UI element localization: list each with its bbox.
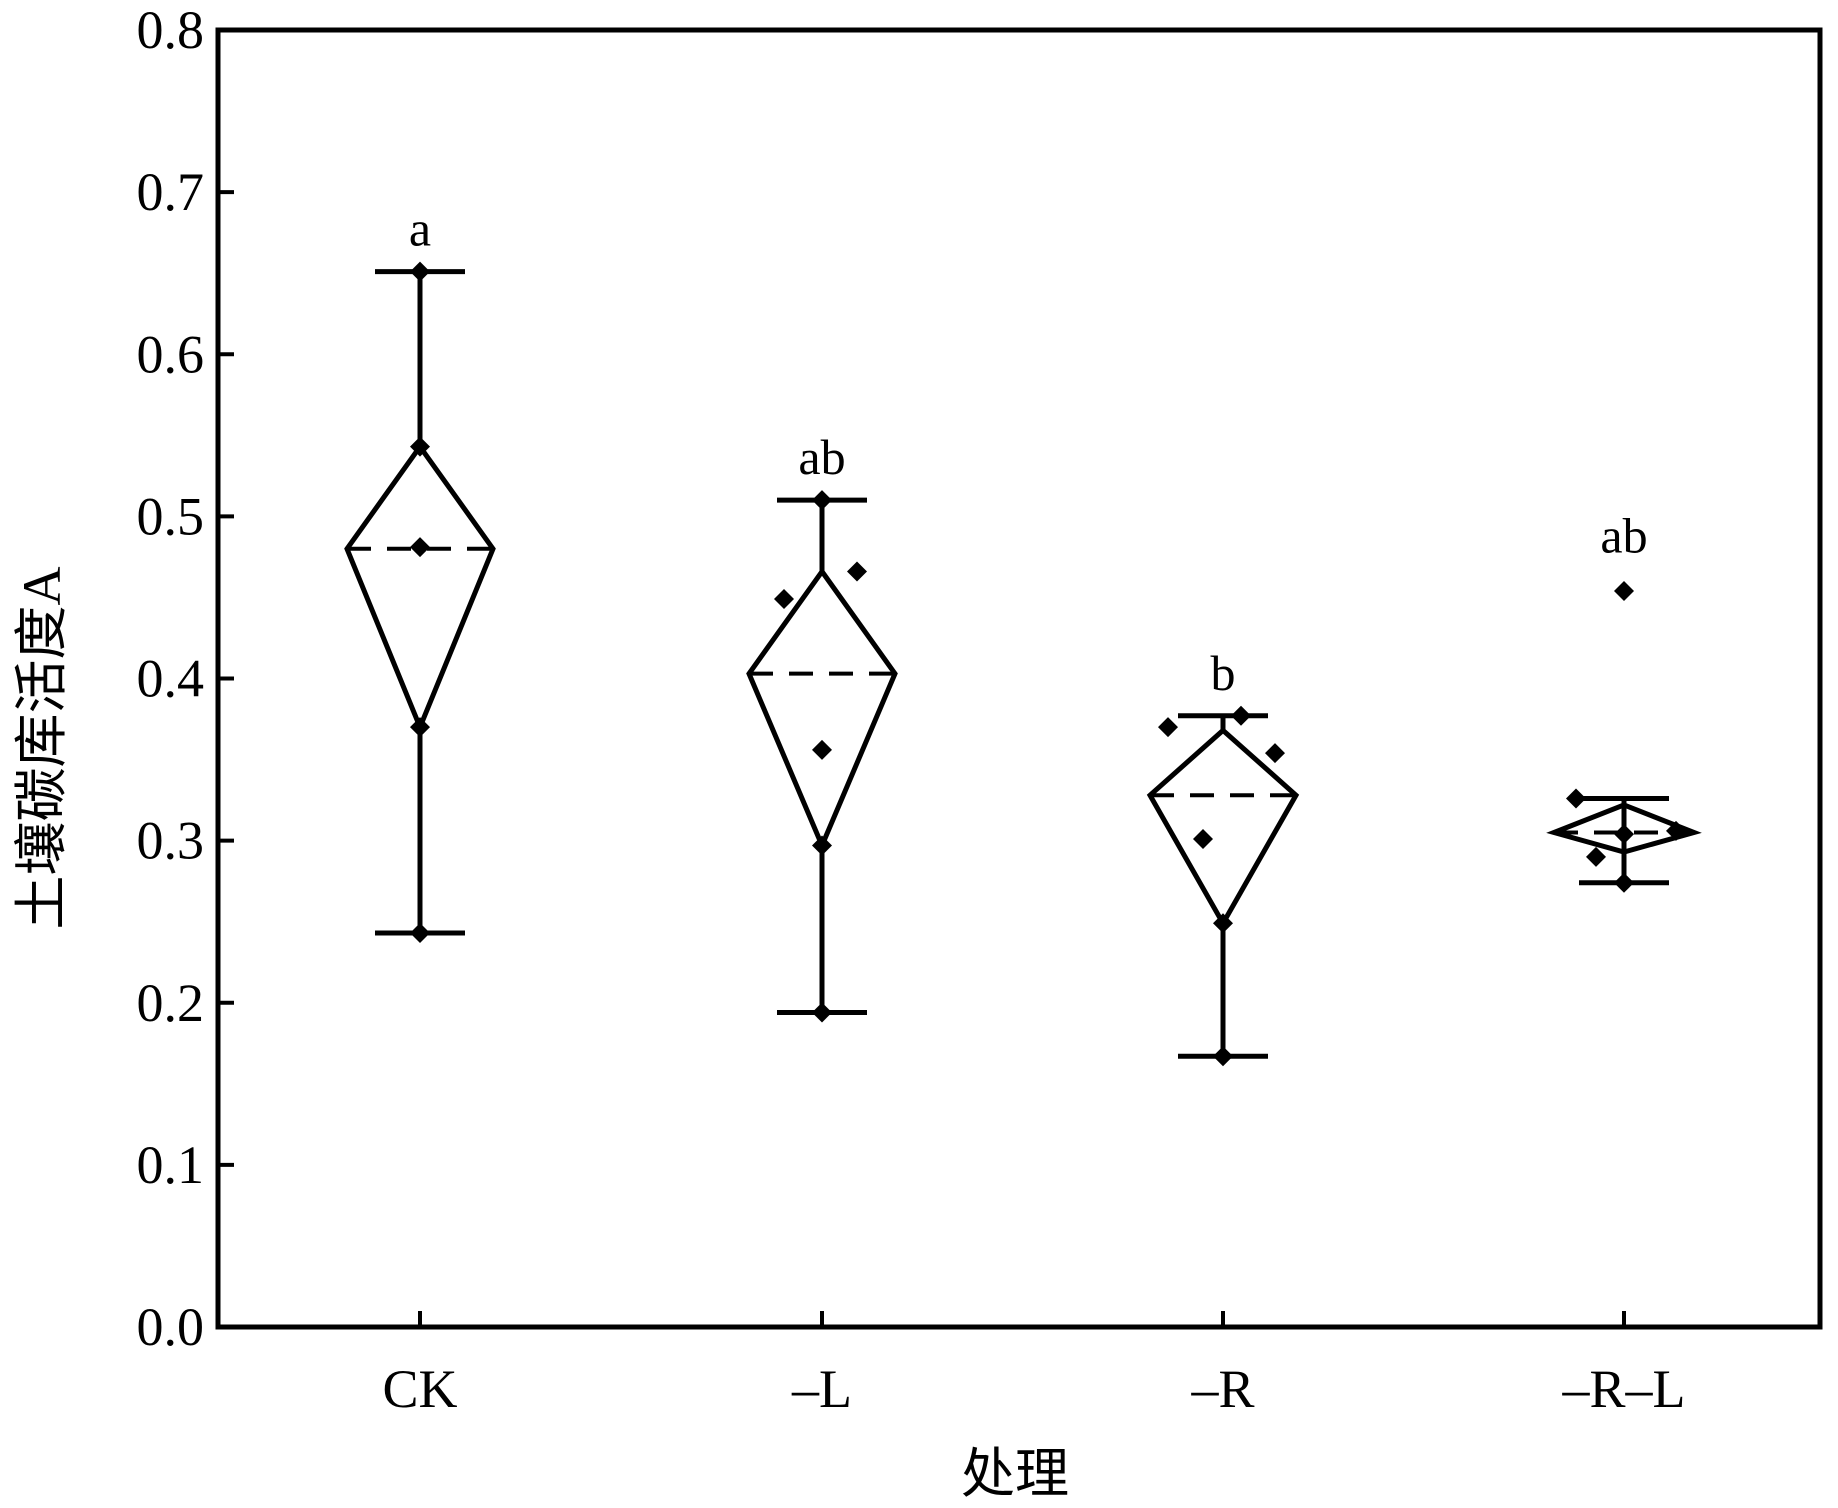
data-point xyxy=(1614,580,1634,601)
significance-label: ab xyxy=(1600,507,1647,563)
significance-label: a xyxy=(409,201,431,257)
x-tick-label: CK xyxy=(382,1359,457,1419)
plot-frame xyxy=(215,27,1823,1330)
y-tick-label: 0.3 xyxy=(137,811,205,871)
data-point xyxy=(812,739,832,760)
data-point xyxy=(1265,743,1285,764)
data-point xyxy=(410,436,430,457)
significance-label: b xyxy=(1211,645,1236,701)
mean-diamond xyxy=(746,567,898,852)
data-point xyxy=(774,589,794,610)
x-axis-title: 处理 xyxy=(961,1444,1069,1504)
data-point xyxy=(812,1002,832,1023)
x-tick-label: –R xyxy=(1190,1359,1254,1419)
y-tick-label: 0.1 xyxy=(137,1135,205,1195)
mean-diamond xyxy=(1546,802,1702,855)
data-point xyxy=(410,261,430,282)
data-point xyxy=(1158,717,1178,738)
data-point xyxy=(1614,824,1634,845)
data-point xyxy=(812,490,832,511)
data-point xyxy=(1566,788,1586,809)
y-tick-label: 0.4 xyxy=(137,649,205,709)
y-tick-label: 0.5 xyxy=(137,486,205,546)
data-point xyxy=(410,923,430,944)
data-point xyxy=(1213,913,1233,934)
y-tick-label: 0.8 xyxy=(137,0,205,60)
y-tick-label: 0.6 xyxy=(137,324,205,384)
data-point xyxy=(812,835,832,856)
data-point xyxy=(1614,872,1634,893)
plot-area: 0.0 0.1 0.2 0.3 0.4 0.5 0.6 0.7 0.8 CK –L –R –R–L a ab… xyxy=(137,0,1823,1419)
mean-diamond xyxy=(344,442,496,734)
y-tick-label: 0.7 xyxy=(137,162,205,222)
y-tick-label: 0.0 xyxy=(137,1297,205,1357)
x-tick-label: –R–L xyxy=(1561,1359,1685,1419)
y-tick-label: 0.2 xyxy=(137,973,205,1033)
data-point xyxy=(847,561,867,582)
data-point xyxy=(1231,705,1251,726)
x-tick-label: –L xyxy=(791,1359,852,1419)
data-point xyxy=(410,717,430,738)
data-point xyxy=(1213,1046,1233,1067)
y-axis-title: 土壤碳库活度A xyxy=(12,567,72,930)
data-point xyxy=(1666,820,1686,841)
data-point xyxy=(1586,846,1606,867)
data-point xyxy=(410,537,430,558)
significance-label: ab xyxy=(798,429,845,485)
data-point xyxy=(1193,829,1213,850)
